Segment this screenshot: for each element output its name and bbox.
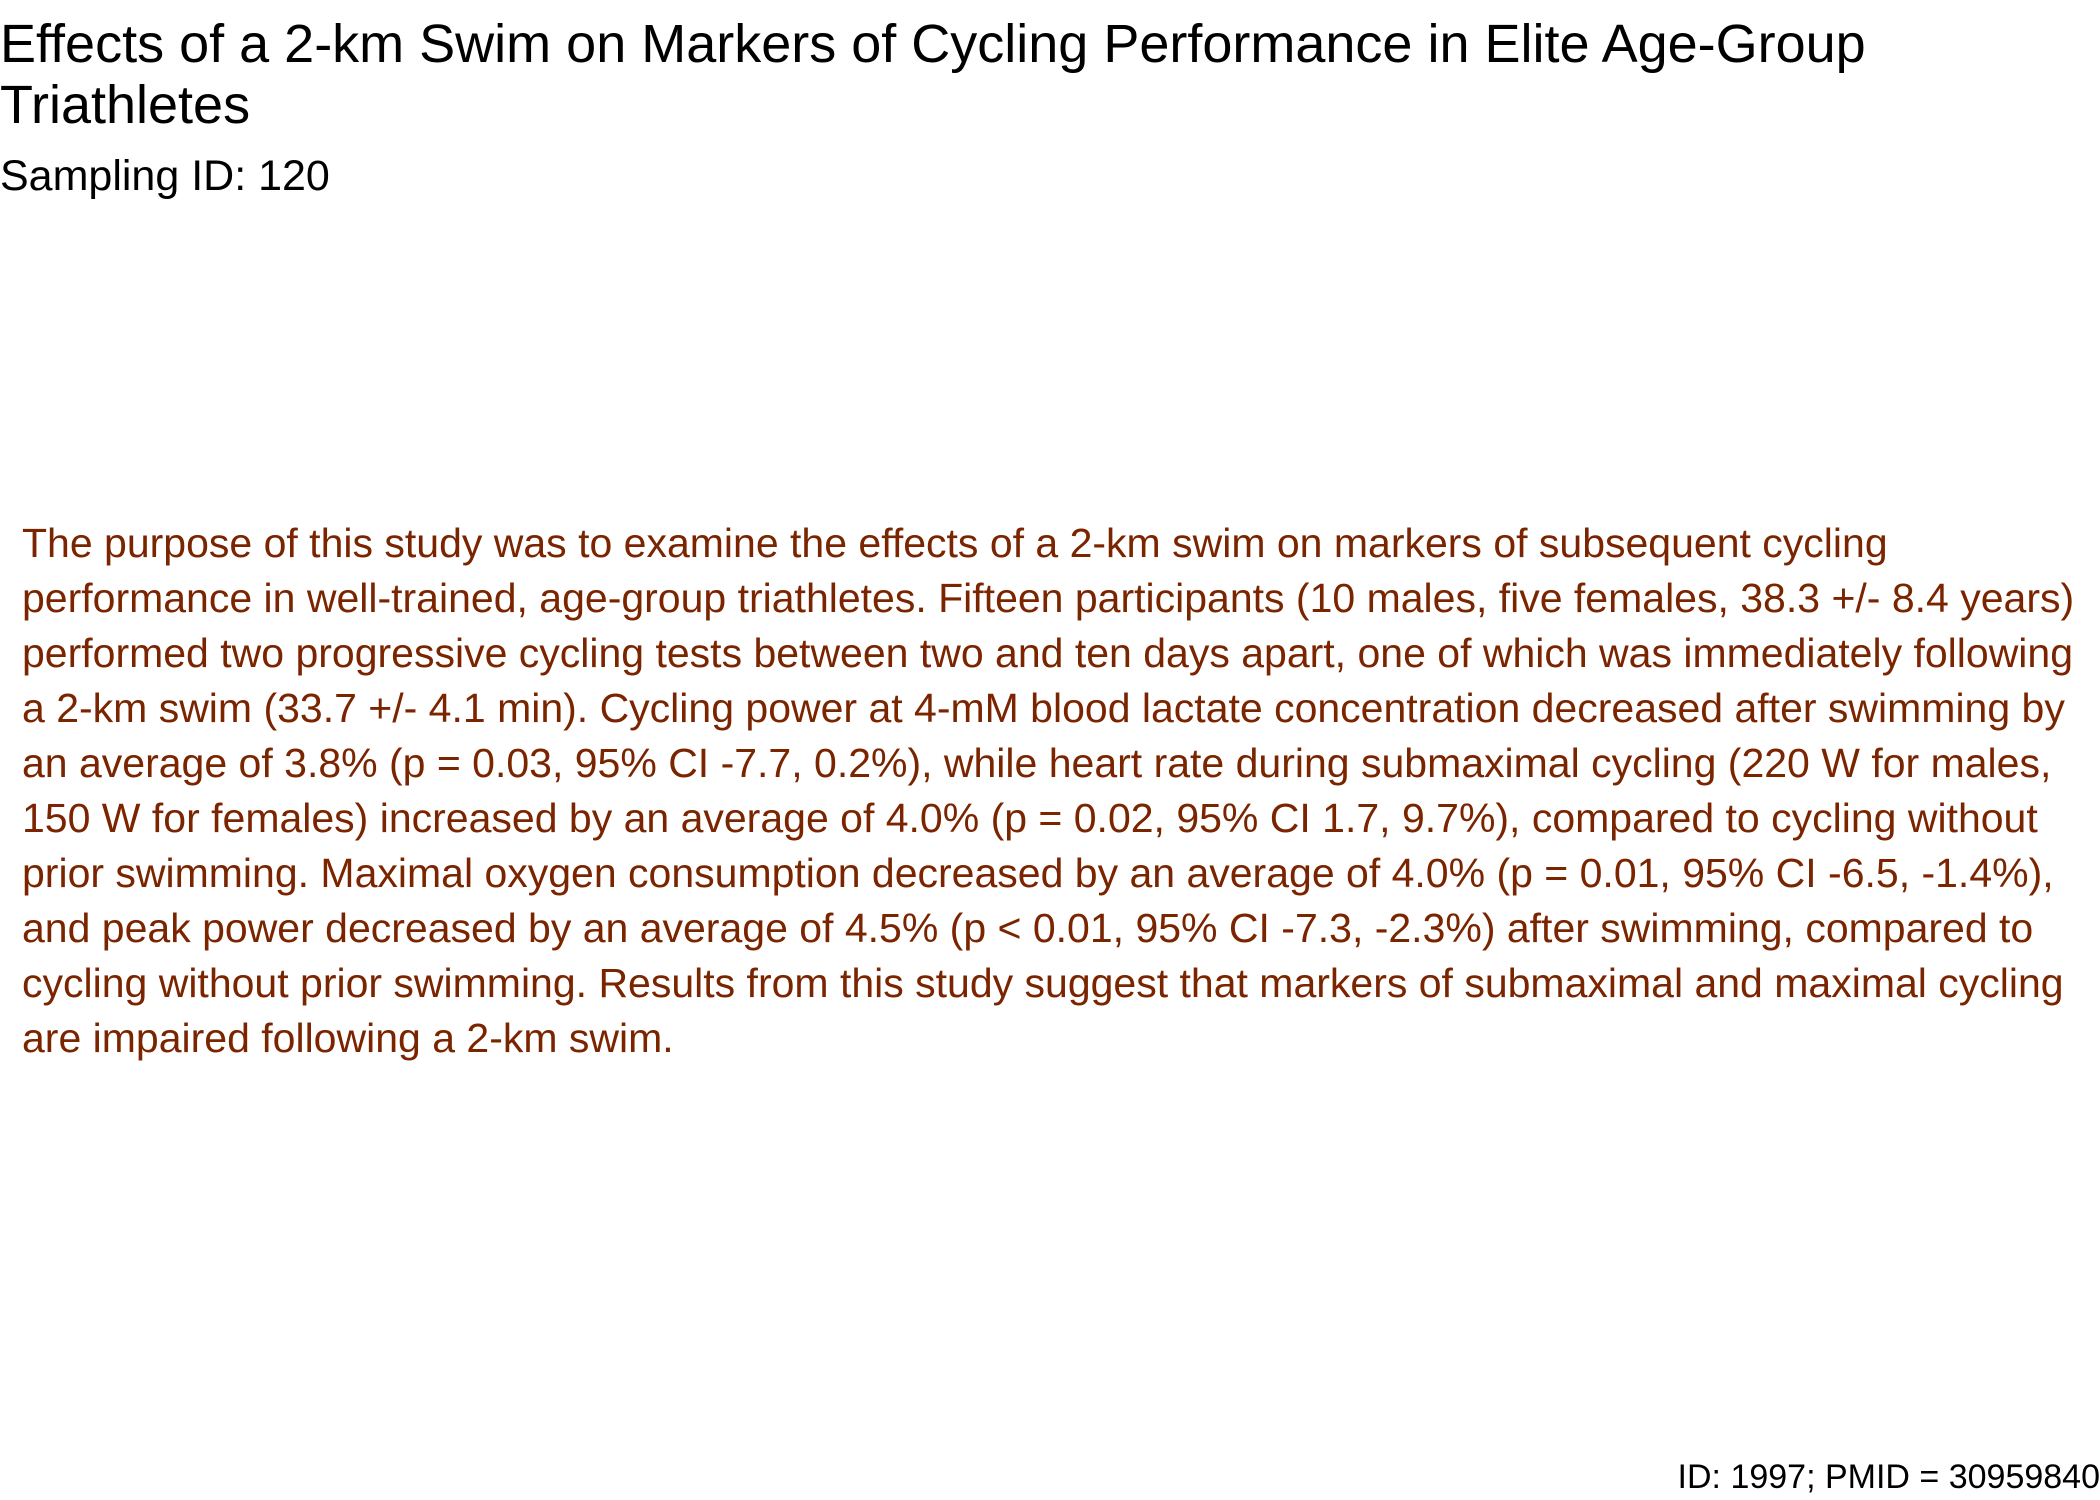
abstract-text: The purpose of this study was to examine… [22,520,2075,1061]
footer-id: ID: 1997; PMID = 30959840 [1677,1458,2100,1496]
page-title: Effects of a 2-km Swim on Markers of Cyc… [0,14,1866,135]
sampling-id: Sampling ID: 120 [0,152,330,200]
